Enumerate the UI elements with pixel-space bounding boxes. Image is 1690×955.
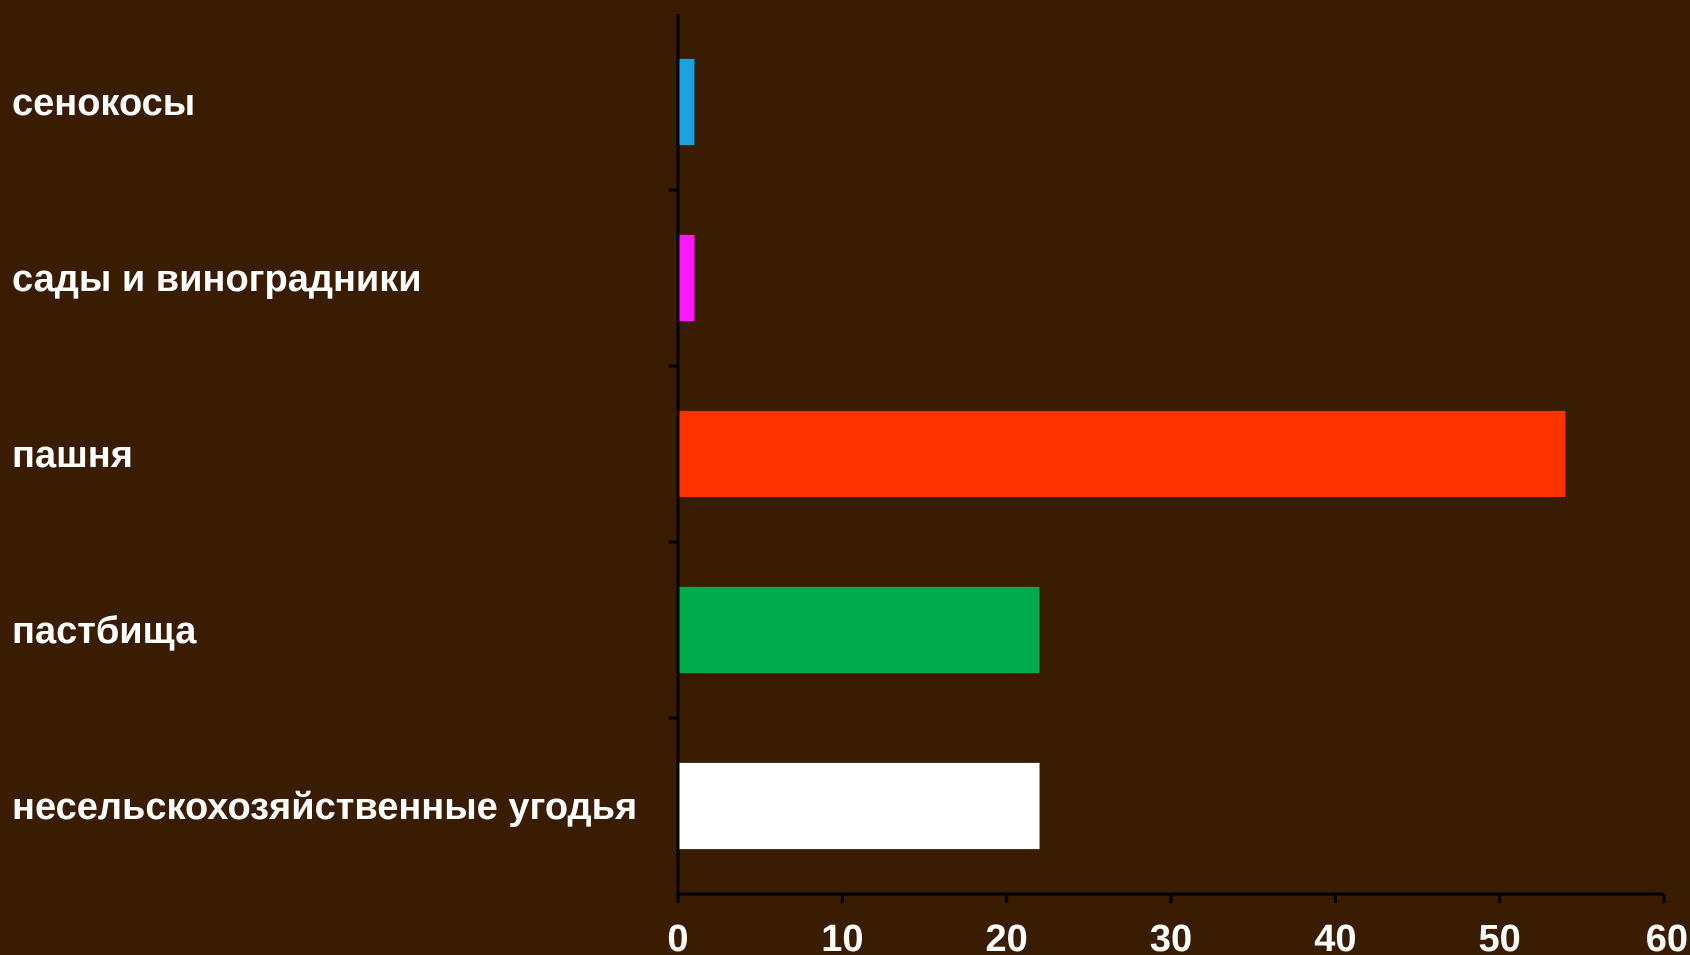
category-label-4: несельскохозяйственные угодья — [12, 786, 637, 828]
category-labels-group: сенокосы сады и виноградники пашня пастбища… — [12, 82, 637, 828]
x-tick-label-5: 50 — [1479, 918, 1521, 955]
x-tick-label-0: 0 — [667, 918, 688, 955]
bars-group — [678, 58, 1566, 850]
x-tick-label-1: 10 — [821, 918, 863, 955]
x-tick-label-2: 20 — [986, 918, 1028, 955]
category-label-0: сенокосы — [12, 82, 195, 124]
category-label-3: пастбища — [12, 610, 197, 652]
bar-1 — [678, 234, 695, 322]
bar-4 — [678, 762, 1040, 850]
bar-3 — [678, 586, 1040, 674]
category-label-2: пашня — [12, 434, 133, 476]
x-tick-label-6: 60 — [1646, 918, 1688, 955]
bar-2 — [678, 410, 1566, 498]
x-tick-label-3: 30 — [1150, 918, 1192, 955]
x-tick-label-4: 40 — [1314, 918, 1356, 955]
bar-0 — [678, 58, 695, 146]
x-ticks-group: 0 10 20 30 40 50 60 — [667, 894, 1688, 955]
category-label-1: сады и виноградники — [12, 258, 422, 300]
